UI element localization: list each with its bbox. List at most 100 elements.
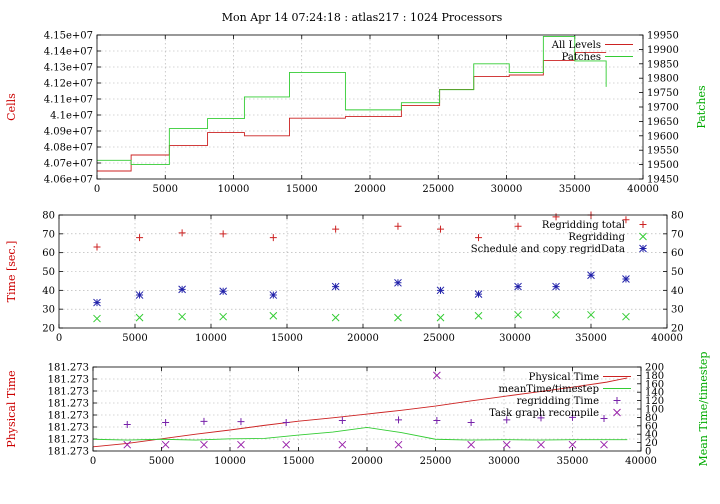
data-point bbox=[332, 225, 340, 233]
y2-tick-label: 120 bbox=[645, 396, 664, 407]
x-tick-label: 25000 bbox=[423, 333, 455, 344]
data-point bbox=[622, 275, 630, 283]
data-point bbox=[474, 290, 483, 298]
y2-tick-label: 19900 bbox=[647, 45, 679, 56]
y-tick-label: 4.1e+07 bbox=[50, 111, 93, 122]
y-tick-label: 40 bbox=[42, 286, 55, 297]
series-2 bbox=[93, 310, 630, 323]
y-tick-label: 4.07e+07 bbox=[44, 159, 93, 170]
y-tick-label: 80 bbox=[42, 211, 55, 222]
y2-tick-label: 19600 bbox=[647, 131, 679, 142]
y2-tick-label: 0 bbox=[645, 447, 651, 458]
plot-frame bbox=[92, 366, 642, 452]
y2-tick-label: 19550 bbox=[647, 146, 679, 157]
x-tick-label: 5000 bbox=[153, 184, 178, 195]
y-tick-label: 181.273 bbox=[48, 423, 89, 434]
series-2 bbox=[92, 427, 628, 441]
series-1 bbox=[93, 211, 630, 251]
x-tick-label: 0 bbox=[90, 456, 96, 467]
x-tick-label: 30000 bbox=[499, 333, 531, 344]
x-tick-label: 40000 bbox=[625, 456, 657, 467]
figure-title: Mon Apr 14 07:24:18 : atlas217 : 1024 Pr… bbox=[222, 11, 503, 24]
data-point bbox=[178, 312, 186, 321]
x-tick-label: 25000 bbox=[420, 456, 452, 467]
y2-tick-label: 160 bbox=[645, 379, 664, 390]
data-point bbox=[331, 282, 340, 291]
x-tick-label: 20000 bbox=[354, 184, 386, 195]
data-point bbox=[136, 234, 144, 242]
data-point bbox=[394, 222, 402, 230]
legend-swatch bbox=[639, 244, 647, 253]
data-point bbox=[282, 440, 291, 449]
plot-frame bbox=[58, 214, 668, 329]
data-point bbox=[569, 413, 576, 421]
series-line bbox=[92, 427, 628, 441]
y2-tick-label: 19500 bbox=[647, 160, 679, 171]
series-2 bbox=[97, 35, 607, 166]
data-point bbox=[338, 440, 347, 449]
data-point bbox=[219, 287, 228, 296]
legend-swatch bbox=[639, 232, 647, 241]
y-tick-label: 4.09e+07 bbox=[44, 127, 93, 138]
y-tick-label: 4.12e+07 bbox=[44, 79, 93, 90]
y2-tick-label: 180 bbox=[645, 371, 664, 382]
y-tick-label: 20 bbox=[42, 324, 55, 335]
data-point bbox=[587, 271, 595, 280]
data-point bbox=[162, 418, 170, 426]
y2-tick-label: 40 bbox=[671, 286, 684, 297]
data-point bbox=[200, 417, 208, 425]
y2-tick-label: 80 bbox=[645, 413, 658, 424]
y-tick-label: 70 bbox=[42, 229, 55, 240]
data-point bbox=[394, 278, 402, 287]
y2-tick-label: 70 bbox=[671, 229, 684, 240]
x-tick-label: 40000 bbox=[651, 333, 683, 344]
y-tick-label: 4.14e+07 bbox=[44, 47, 93, 58]
x-tick-label: 10000 bbox=[195, 333, 227, 344]
series-4 bbox=[123, 371, 608, 449]
y-tick-label: 4.13e+07 bbox=[44, 63, 93, 74]
data-point bbox=[161, 440, 170, 449]
plot-frame bbox=[96, 34, 644, 180]
y2-axis-label: Patches bbox=[695, 85, 708, 129]
y-tick-label: 30 bbox=[42, 305, 55, 316]
data-point bbox=[622, 312, 630, 321]
legend-label: Regridding total bbox=[542, 220, 625, 231]
data-point bbox=[600, 414, 608, 422]
y2-tick-label: 100 bbox=[645, 405, 664, 416]
data-point bbox=[514, 310, 522, 319]
y2-axis-label: Mean Time/timestep bbox=[697, 352, 710, 467]
x-tick-label: 20000 bbox=[347, 333, 379, 344]
y2-tick-label: 19750 bbox=[647, 88, 679, 99]
y-tick-label: 4.15e+07 bbox=[44, 31, 93, 42]
y2-tick-label: 20 bbox=[671, 324, 684, 335]
x-tick-label: 30000 bbox=[488, 456, 520, 467]
y-tick-label: 60 bbox=[42, 248, 55, 259]
y2-tick-label: 19700 bbox=[647, 103, 679, 114]
x-tick-label: 5000 bbox=[122, 333, 147, 344]
series-3 bbox=[123, 413, 608, 429]
x-tick-label: 5000 bbox=[149, 456, 174, 467]
x-tick-label: 40000 bbox=[627, 184, 659, 195]
data-point bbox=[503, 416, 511, 424]
data-point bbox=[269, 234, 277, 242]
data-point bbox=[568, 440, 577, 449]
data-point bbox=[552, 213, 560, 221]
y2-tick-label: 19800 bbox=[647, 74, 679, 85]
data-point bbox=[437, 225, 445, 233]
y2-tick-label: 19650 bbox=[647, 117, 679, 128]
data-point bbox=[269, 311, 278, 320]
series-line bbox=[97, 52, 607, 172]
y2-tick-label: 30 bbox=[671, 305, 684, 316]
y-axis-label: Cells bbox=[5, 93, 18, 121]
y-tick-label: 181.273 bbox=[48, 447, 89, 458]
series-1 bbox=[97, 52, 607, 172]
data-point bbox=[237, 418, 245, 426]
data-point bbox=[467, 418, 475, 426]
x-tick-label: 20000 bbox=[351, 456, 383, 467]
data-point bbox=[475, 234, 483, 242]
x-tick-label: 35000 bbox=[575, 333, 607, 344]
data-point bbox=[537, 440, 545, 449]
series-1 bbox=[92, 377, 628, 448]
x-tick-label: 15000 bbox=[283, 456, 315, 467]
data-point bbox=[433, 371, 441, 380]
